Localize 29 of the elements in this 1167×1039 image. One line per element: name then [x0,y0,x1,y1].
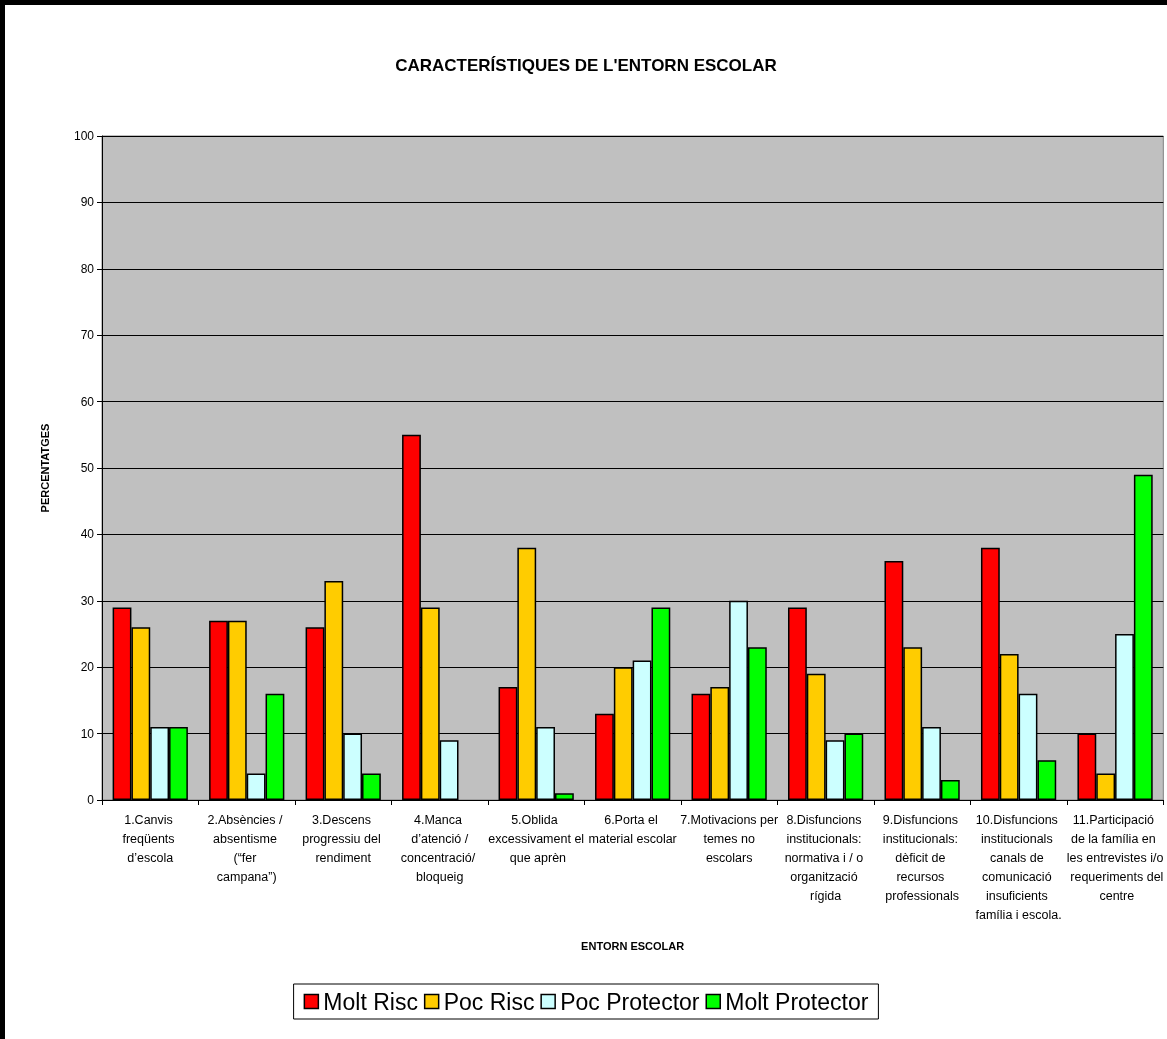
legend-label: Poc Risc [443,988,535,1015]
y-tick-label: 90 [80,195,95,210]
legend-label: Poc Protector [560,988,700,1015]
y-tick-label: 50 [80,461,95,475]
y-tick-label: 10 [80,726,95,741]
y-tick-label: 70 [80,328,95,343]
x-tick-label: 10.Disfuncions institucionals canals de comunicació insuficients família i escola. [975,812,1062,922]
y-tick-label: 0 [87,793,95,807]
x-tick-label: 2.Absències / absentisme (“fer campana”) [207,812,286,884]
x-tick-label: 5.Oblida excessivament el que aprèn [488,812,585,865]
legend-label: Molt Protector [725,988,869,1015]
y-tick-label: 20 [80,660,95,675]
y-axis-title: PERCENTATGES [38,423,51,513]
x-tick-label: 7.Motivacions per temes no escolars [680,812,779,865]
y-tick-label: 30 [80,593,95,608]
x-tick-label: 11.Participació de la família en les entrevistes i/o requeriments del centre [1066,812,1164,903]
legend-label: Molt Risc [323,988,418,1015]
x-tick-label: 6.Porta el material escolar [588,812,677,846]
y-tick-label: 40 [80,527,95,542]
x-tick-label: 4.Manca d’atenció /concentració/ bloqueig [400,812,479,884]
x-tick-label: 8.Disfuncions institucionals: normativa i / o organització rígida [784,812,867,903]
y-tick-label: 60 [80,394,95,409]
y-tick-label: 100 [73,129,95,143]
chart-title: CARACTERÍSTIQUES DE L'ENTORN ESCOLAR [395,56,777,75]
x-axis-title: ENTORN ESCOLAR [581,939,685,952]
x-tick-label: 9.Disfuncions institucionals: dèficit de recursos professionals [882,812,962,903]
x-tick-label: 3.Descens progressiu del rendiment [302,812,385,865]
x-tick-label: 1.Canvis freqüents d’escola [122,812,179,865]
y-tick-label: 80 [80,261,95,276]
